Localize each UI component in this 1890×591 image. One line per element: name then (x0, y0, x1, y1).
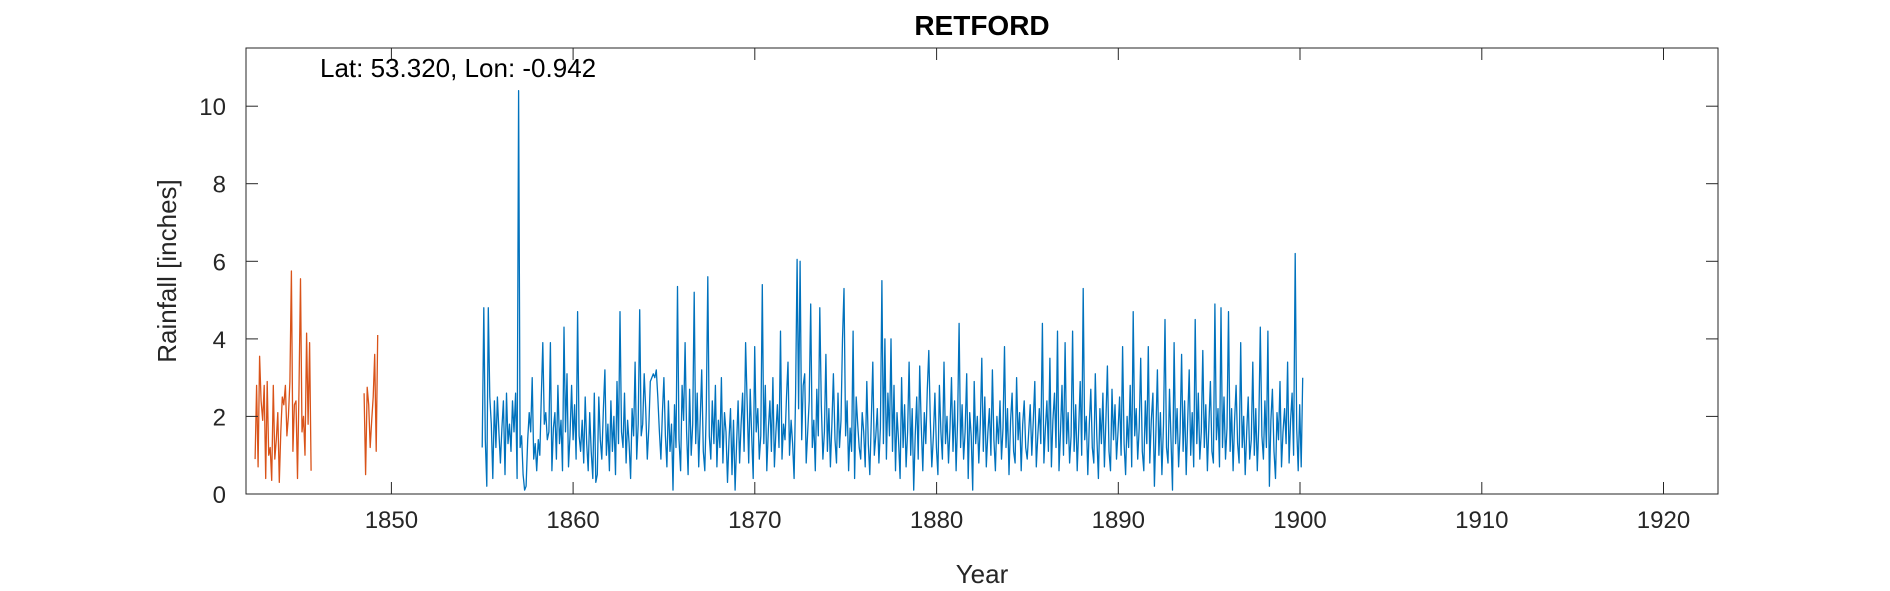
x-tick-label: 1860 (546, 507, 599, 534)
location-annotation: Lat: 53.320, Lon: -0.942 (320, 53, 596, 83)
axes-box (245, 47, 1719, 495)
y-tick-label: 4 (213, 327, 226, 354)
series-layer (254, 90, 1304, 491)
series-0-line-segment-1 (363, 334, 379, 476)
y-tick-label: 6 (213, 249, 226, 276)
y-axis-title: Rainfall [inches] (152, 179, 182, 363)
x-tick-label: 1890 (1092, 507, 1145, 534)
ticks-layer: 1850 1860 1870 1880 1890 1900 1910 1920 0 2 4 6 8 10 (199, 48, 1718, 534)
y-tick-label: 0 (213, 482, 226, 509)
x-tick-label: 1850 (365, 507, 418, 534)
series-1-line-segment-0 (481, 90, 1304, 491)
y-tick-label: 8 (213, 172, 226, 199)
x-tick-label: 1920 (1637, 507, 1690, 534)
x-tick-label: 1910 (1455, 507, 1508, 534)
x-tick-label: 1900 (1273, 507, 1326, 534)
chart-title: RETFORD (914, 10, 1049, 41)
x-axis-title: Year (956, 559, 1009, 589)
y-tick-label: 2 (213, 404, 226, 431)
x-tick-label: 1880 (910, 507, 963, 534)
series-0-line-segment-0 (254, 270, 312, 484)
x-tick-label: 1870 (728, 507, 781, 534)
y-tick-label: 10 (199, 94, 226, 121)
plot-area (246, 48, 1718, 494)
